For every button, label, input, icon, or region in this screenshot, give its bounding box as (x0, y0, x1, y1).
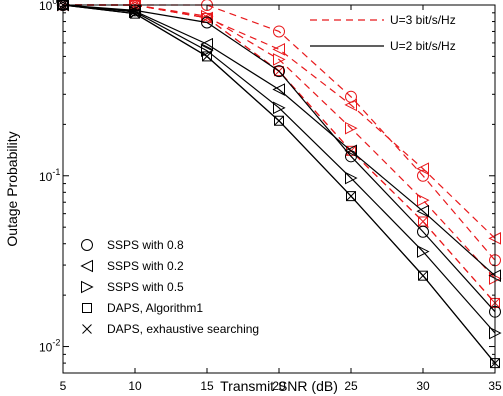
data-point-u3-tri-left-25 (344, 98, 357, 112)
data-point-u2-tri-right-30 (417, 245, 430, 258)
data-point-u2-square-30 (418, 270, 428, 281)
data-point-u2-square-20 (274, 115, 284, 126)
data-point-u2-tri-left-20 (272, 83, 285, 96)
legend-marker-tri-right (81, 280, 94, 294)
data-point-u2-tri-left-15 (200, 37, 213, 51)
series-line-u2-tri-right (62, 4, 496, 334)
series-line-u2-circle (62, 4, 496, 313)
data-point-u3-square-20 (274, 66, 284, 77)
y-axis-label: Outage Probability (4, 131, 20, 246)
legend-label-tri-left: SSPS with 0.2 (107, 259, 184, 273)
data-point-u3-x-30 (418, 216, 428, 227)
legend-label-x: DAPS, exhaustive searching (107, 322, 259, 336)
x-tick-label: 30 (416, 379, 430, 393)
data-point-u3-tri-right-25 (345, 121, 358, 135)
data-point-u2-square-25 (346, 191, 356, 202)
x-tick-label: 5 (60, 379, 67, 393)
y-tick-label: 100 (39, 0, 57, 13)
data-point-u2-x-15 (202, 51, 212, 62)
data-point-u3-tri-left-30 (416, 162, 429, 176)
data-point-u3-circle-20 (273, 25, 285, 38)
legend-line-styles: U=3 bit/s/Hz U=2 bit/s/Hz (310, 13, 456, 53)
axis-ticks: 5 10 15 20 25 30 35 100 10-1 10-2 (39, 0, 502, 393)
legend-marker-x (82, 324, 92, 334)
x-tick-label: 10 (128, 379, 142, 393)
legend-label-tri-right: SSPS with 0.5 (107, 280, 184, 294)
legend-label-u3: U=3 bit/s/Hz (390, 13, 456, 27)
legend-label-circle: SSPS with 0.8 (107, 238, 184, 252)
data-point-u2-square-15 (202, 51, 212, 62)
legend-label-square: DAPS, Algorithm1 (107, 301, 203, 315)
data-point-u3-tri-right-20 (273, 53, 286, 66)
data-point-u2-x-25 (346, 191, 356, 201)
x-tick-label: 35 (488, 379, 502, 393)
legend-marker-square (82, 303, 92, 313)
data-point-u2-circle-30 (417, 225, 429, 238)
data-point-u3-tri-left-20 (272, 43, 285, 56)
data-point-u2-x-10 (130, 8, 140, 19)
data-point-u2-tri-left-25 (344, 144, 357, 158)
legend-marker-styles: SSPS with 0.8 SSPS with 0.2 SSPS with 0.5 D… (80, 238, 259, 336)
data-point-u2-circle-15 (201, 16, 213, 29)
data-point-u2-circle-20 (273, 65, 285, 78)
x-tick-label: 25 (344, 379, 358, 393)
x-tick-label: 20 (272, 379, 286, 393)
data-point-u3-tri-left-15 (200, 11, 213, 25)
series-line-u2-tri-left (62, 4, 496, 277)
y-tick-label: 10-2 (39, 338, 60, 355)
x-axis-label: Transmit SNR (dB) (220, 378, 338, 394)
data-point-u2-x-20 (274, 115, 284, 126)
legend-label-u2: U=2 bit/s/Hz (390, 39, 456, 53)
data-point-u2-tri-right-15 (201, 44, 214, 58)
y-tick-label: 10-1 (39, 167, 60, 184)
x-tick-label: 15 (200, 379, 214, 393)
data-point-u3-circle-30 (417, 169, 429, 182)
legend-marker-tri-left (80, 259, 93, 273)
data-point-u3-tri-right-30 (417, 193, 430, 207)
data-point-u2-tri-right-20 (273, 101, 286, 115)
data-point-u3-x-15 (202, 13, 212, 23)
data-point-u2-tri-right-25 (345, 171, 358, 185)
data-point-u2-x-30 (418, 270, 428, 281)
legend-marker-circle (81, 239, 93, 251)
data-point-u2-tri-left-30 (416, 204, 429, 218)
